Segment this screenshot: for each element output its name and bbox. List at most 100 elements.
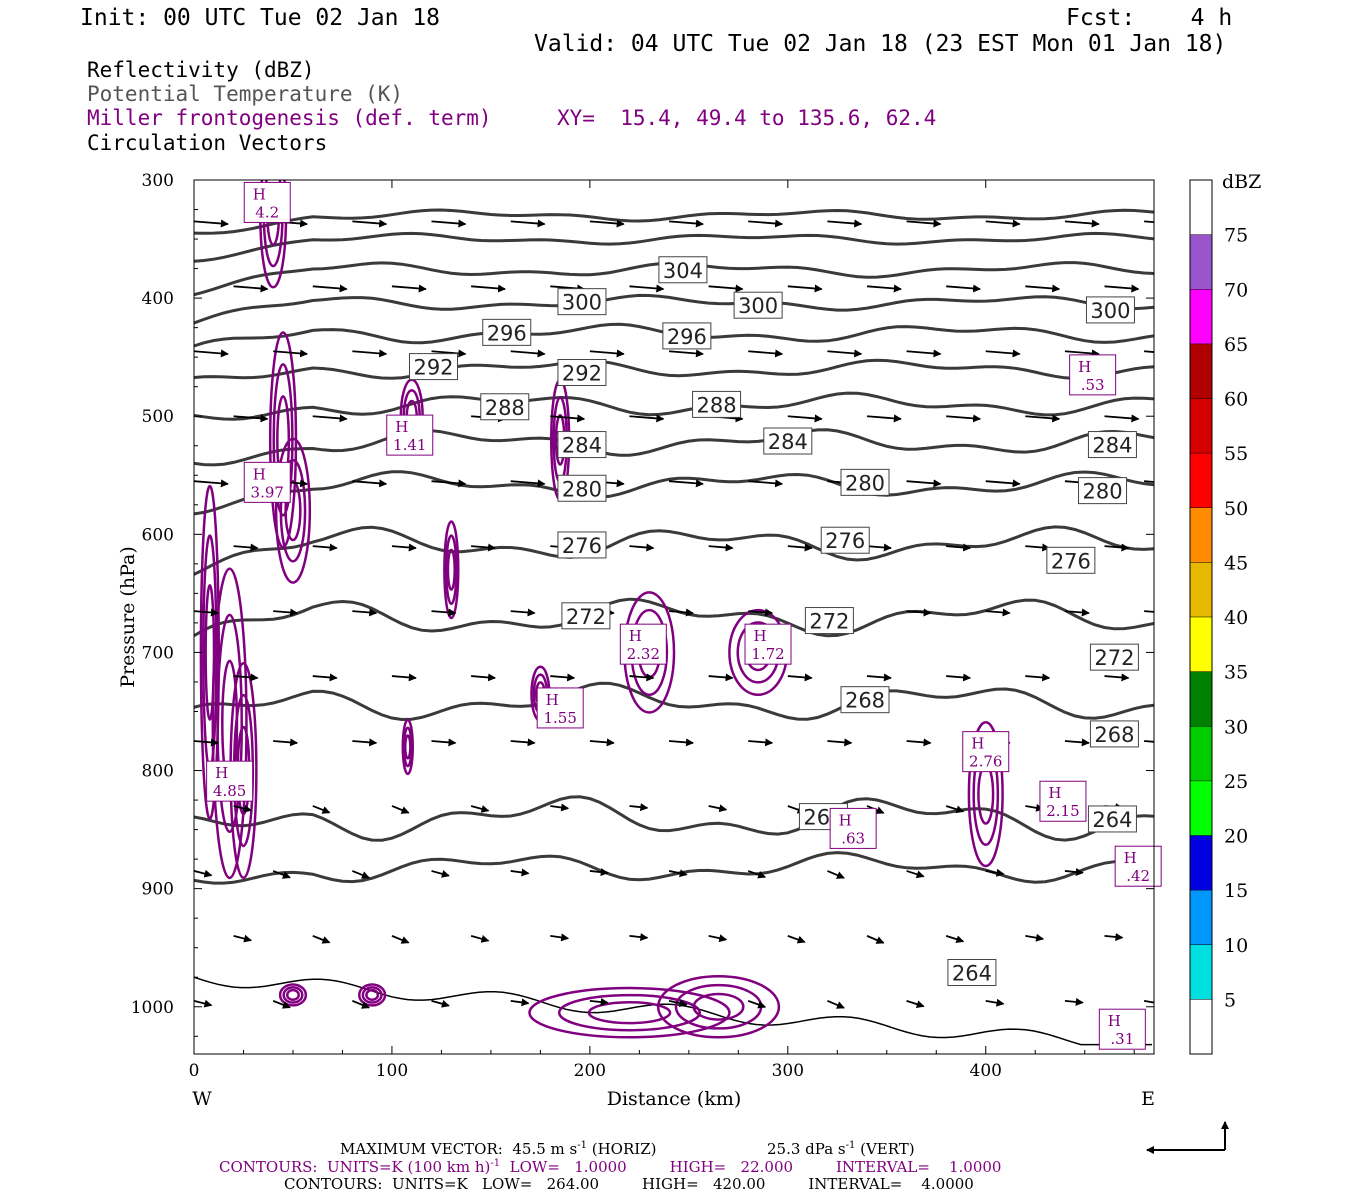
theta-label-box xyxy=(1089,720,1139,748)
fronto-max-h: H xyxy=(1108,1012,1121,1030)
theta-contour-line xyxy=(194,525,1154,576)
fronto-contour xyxy=(211,567,248,880)
colorbar-label: 15 xyxy=(1224,880,1248,902)
fronto-max-h: H xyxy=(395,418,408,436)
vector-arrow xyxy=(787,673,813,682)
colorbar-swatch xyxy=(1190,671,1212,727)
vector-arrow xyxy=(668,738,694,747)
vector-arrow xyxy=(273,608,299,617)
colorbar-label: 65 xyxy=(1224,334,1248,356)
theta-label-box xyxy=(1087,805,1137,833)
theta-label: 292 xyxy=(413,356,453,380)
fronto-max-h: H xyxy=(1048,784,1061,802)
colorbar-swatch xyxy=(1190,507,1212,563)
fronto-contour xyxy=(692,992,745,1021)
theta-contour-line xyxy=(194,358,1154,380)
y-tick-label: 700 xyxy=(142,643,174,663)
vector-arrow xyxy=(906,870,925,879)
vector-arrow xyxy=(827,738,853,747)
colorbar-swatch xyxy=(1190,780,1212,836)
vector-arrow xyxy=(668,349,704,358)
colorbar-label: 55 xyxy=(1224,443,1248,465)
vector-arrow xyxy=(629,673,655,682)
theta-label-box xyxy=(1087,431,1137,459)
theta-label: 288 xyxy=(697,393,737,417)
vector-arrow xyxy=(194,869,213,878)
vector-arrow xyxy=(589,349,625,358)
colorbar-swatch xyxy=(1190,289,1212,344)
theta-label: 300 xyxy=(1090,299,1130,323)
vector-arrow xyxy=(1064,219,1100,228)
theta-contour-line xyxy=(194,428,1154,467)
x-tick-label: 300 xyxy=(772,1061,804,1081)
terrain-line xyxy=(194,976,1152,1046)
vector-arrow xyxy=(1144,480,1154,483)
fronto-max-box xyxy=(243,461,291,503)
x-tick-label: 0 xyxy=(189,1061,200,1081)
theta-label: 264 xyxy=(952,962,992,986)
theta-label: 264 xyxy=(1092,808,1132,832)
colorbar-swatch xyxy=(1190,562,1212,617)
vector-arrow xyxy=(985,219,1021,228)
fronto-contour xyxy=(446,548,456,591)
colorbar-label: 5 xyxy=(1224,989,1236,1011)
vector-arrow xyxy=(312,414,348,423)
vector-arrow xyxy=(431,349,467,358)
vector-arrow xyxy=(273,349,309,358)
vector-arrow xyxy=(748,738,774,747)
y-tick-label: 500 xyxy=(142,407,174,427)
vector-arrow xyxy=(312,805,331,814)
vector-key-icon xyxy=(1146,1121,1229,1154)
vector-arrow xyxy=(550,414,586,423)
vector-arrow xyxy=(866,543,892,552)
theta-label-box xyxy=(820,526,870,554)
vector-arrow xyxy=(629,1066,647,1068)
max-vector: MAXIMUM VECTOR: 45.5 m s-1 (HORIZ) xyxy=(340,1140,657,1158)
colorbar-label: 60 xyxy=(1224,389,1248,411)
vector-arrow xyxy=(1064,608,1090,617)
fronto-max-box xyxy=(386,414,434,456)
fronto-contour xyxy=(284,480,302,542)
theta-label-box xyxy=(662,322,712,350)
colorbar: 5 10 15 20 25 30 35 40 45 50 55 60 65 70 75 dBZ xyxy=(1189,171,1261,1055)
x-axis-label: Distance (km) xyxy=(607,1088,742,1110)
vector-arrow xyxy=(708,284,744,293)
vector-arrow xyxy=(431,608,457,617)
colorbar-label: 30 xyxy=(1224,716,1248,738)
x-tick-label: 100 xyxy=(376,1061,408,1081)
vector-arrow xyxy=(510,219,546,228)
fronto-max-value: .63 xyxy=(841,829,865,847)
fronto-max-box xyxy=(243,181,291,223)
vector-arrow xyxy=(906,738,932,747)
fronto-max-h: H xyxy=(629,627,642,645)
theta-label: 280 xyxy=(562,477,602,501)
fronto-max-box xyxy=(829,807,877,849)
colorbar-label: 50 xyxy=(1224,498,1248,520)
fronto-max-h: H xyxy=(546,691,559,709)
fronto-max-value: 2.15 xyxy=(1046,802,1079,820)
vector-arrow xyxy=(431,870,450,878)
vector-arrow xyxy=(589,998,609,1006)
vector-arrow xyxy=(985,479,1021,488)
vector-arrow xyxy=(906,479,942,488)
vector-arrow xyxy=(1184,1066,1202,1069)
fronto-contour xyxy=(279,458,307,563)
circulation-vectors xyxy=(194,219,1202,1070)
fronto-contour xyxy=(285,988,300,1001)
vector-arrow xyxy=(709,1066,727,1070)
fronto-max-h: H xyxy=(971,735,984,753)
east-label: E xyxy=(1141,1088,1155,1110)
fronto-max-box xyxy=(619,623,667,665)
fronto-max-box xyxy=(1114,845,1162,887)
vector-arrow xyxy=(510,349,546,358)
vector-arrow xyxy=(589,738,615,747)
theta-label: 268 xyxy=(1094,723,1134,747)
fronto-max-h: H xyxy=(839,811,852,829)
theta-label-box xyxy=(840,686,890,714)
x-tick-label: 400 xyxy=(970,1061,1002,1081)
forecast-hour: Fcst: 4 h xyxy=(1066,5,1233,31)
vector-arrow xyxy=(312,284,348,293)
vector-arrow xyxy=(985,608,1011,617)
vector-arrow xyxy=(273,738,299,747)
